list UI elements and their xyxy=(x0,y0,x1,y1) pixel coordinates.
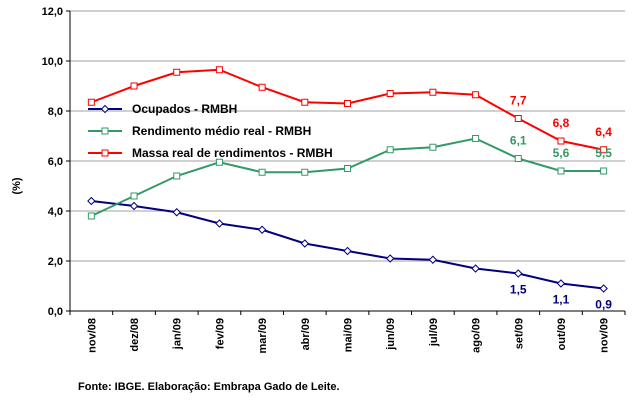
data-point-marker xyxy=(215,158,223,166)
x-tick-label: ago/09 xyxy=(471,318,483,353)
x-tick-labels: nov/08 dez/08 jan/09 fev/09 mar/09 abr/09 mai/… xyxy=(86,318,610,353)
x-tick-label: set/09 xyxy=(513,318,525,349)
data-point-marker xyxy=(471,264,480,273)
data-point-marker xyxy=(514,269,523,278)
data-point-marker xyxy=(301,98,309,106)
data-labels: 1,5 1,1 0,9 6,1 5,6 5,5 7,7 6,8 6,4 xyxy=(510,94,612,312)
data-point-marker xyxy=(343,246,352,256)
axes xyxy=(66,10,626,315)
data-point-marker xyxy=(556,279,566,288)
y-tick-label: 8,0 xyxy=(48,106,63,118)
data-point-marker xyxy=(557,137,565,145)
data-point-marker xyxy=(429,88,437,96)
data-point-marker xyxy=(129,201,139,211)
data-point-marker xyxy=(385,254,395,263)
series-line xyxy=(91,200,604,290)
x-tick-label: nov/08 xyxy=(86,318,98,353)
x-tick-label: jul/09 xyxy=(428,318,440,347)
data-point-marker xyxy=(300,239,310,248)
data-point-marker xyxy=(172,208,181,217)
x-tick-label: jun/09 xyxy=(385,318,397,351)
data-point-marker xyxy=(386,146,394,154)
legend-swatch-marker xyxy=(101,149,109,157)
data-point-marker xyxy=(557,167,565,175)
legend-label: Massa real de rendimentos - RMBH xyxy=(132,146,333,160)
y-tick-label: 10,0 xyxy=(42,56,63,68)
data-point-marker xyxy=(514,155,522,162)
series-lines xyxy=(87,66,608,293)
data-point-marker xyxy=(87,212,95,220)
data-point-marker xyxy=(472,91,480,99)
legend-swatch-marker xyxy=(100,104,110,114)
data-point-marker xyxy=(386,90,394,97)
y-tick-label: 12,0 xyxy=(42,6,63,18)
data-label: 5,5 xyxy=(595,146,612,160)
data-point-marker xyxy=(130,82,138,90)
y-tick-labels: 0,0 2,0 4,0 6,0 8,0 10,0 12,0 xyxy=(42,6,63,318)
y-axis-label: (%) xyxy=(11,177,23,194)
data-point-marker xyxy=(215,219,224,228)
x-tick-label: out/09 xyxy=(556,318,568,350)
data-point-marker xyxy=(258,168,266,176)
data-point-marker xyxy=(130,192,138,200)
x-tick-label: fev/09 xyxy=(214,318,226,349)
data-label: 1,5 xyxy=(510,283,527,297)
data-point-marker xyxy=(472,135,480,142)
data-point-marker xyxy=(258,83,266,91)
x-tick-label: jan/09 xyxy=(172,318,184,350)
legend-label: Rendimento médio real - RMBH xyxy=(132,124,311,138)
data-point-marker xyxy=(429,143,437,151)
data-point-marker xyxy=(428,255,438,264)
y-tick-label: 2,0 xyxy=(48,256,63,268)
data-point-marker xyxy=(514,115,522,122)
data-point-marker xyxy=(87,196,96,206)
data-point-marker xyxy=(87,98,95,106)
data-label: 0,9 xyxy=(595,298,612,312)
y-tick-label: 6,0 xyxy=(48,156,63,168)
data-label: 7,7 xyxy=(510,94,527,108)
legend-swatch-marker xyxy=(101,127,109,135)
data-point-marker xyxy=(173,68,181,76)
x-tick-label: dez/08 xyxy=(129,318,141,352)
data-point-marker xyxy=(215,66,223,74)
x-tick-label: mar/09 xyxy=(257,318,269,353)
data-point-marker xyxy=(344,165,351,172)
y-tick-label: 4,0 xyxy=(48,206,63,218)
x-tick-label: nov/09 xyxy=(599,318,611,353)
x-tick-label: abr/09 xyxy=(300,318,312,350)
legend-label: Ocupados - RMBH xyxy=(132,102,237,116)
source-note: Fonte: IBGE. Elaboração: Embrapa Gado de… xyxy=(78,381,340,393)
data-label: 6,1 xyxy=(510,134,527,148)
data-point-marker xyxy=(301,168,309,176)
data-label: 6,8 xyxy=(553,116,570,130)
legend: Ocupados - RMBH Rendimento médio real - R… xyxy=(88,102,333,160)
data-label: 6,4 xyxy=(595,125,612,139)
data-point-marker xyxy=(600,167,608,175)
data-point-marker xyxy=(344,100,351,107)
data-point-marker xyxy=(257,225,267,234)
x-tick-label: mai/09 xyxy=(343,318,355,352)
data-point-marker xyxy=(173,172,181,180)
data-label: 1,1 xyxy=(553,293,570,307)
data-point-marker xyxy=(600,146,608,154)
data-point-marker xyxy=(599,284,608,293)
data-label: 5,6 xyxy=(553,146,570,160)
y-tick-label: 0,0 xyxy=(48,306,63,318)
